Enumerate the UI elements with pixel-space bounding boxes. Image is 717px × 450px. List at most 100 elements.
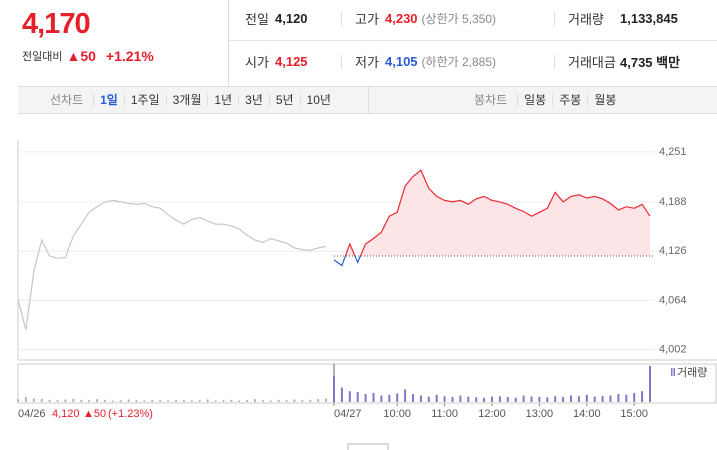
volume-bar	[498, 396, 501, 402]
summary-cell: 거래량 1,133,845	[568, 9, 678, 28]
volume-bar	[443, 396, 446, 402]
volume-bar	[451, 396, 454, 402]
footer-change: ▲50	[83, 408, 106, 420]
volume-bar	[325, 398, 328, 402]
volume-bar	[483, 397, 486, 402]
divider	[554, 12, 555, 26]
volume-bar	[190, 400, 193, 402]
x-tick-label: 11:00	[431, 408, 458, 420]
volume-bar	[64, 399, 67, 402]
volume-bar	[506, 396, 509, 402]
summary-cell: 시가 4,125	[245, 52, 308, 71]
volume-bar	[475, 397, 478, 402]
tab[interactable]: 1주일	[123, 94, 166, 106]
candle-tabs: 봉차트 일봉 주봉 월봉	[468, 87, 622, 113]
summary-note: (상한가 5,350)	[421, 12, 497, 26]
tab-bar: 선차트 1일 1주일 3개월 1년 3년 5년 10년 봉차트 일봉 주봉 월봉	[18, 86, 717, 114]
volume-bar	[48, 399, 51, 402]
x-tick-label: 14:00	[573, 408, 601, 420]
volume-bar	[17, 399, 19, 402]
volume-bar	[419, 395, 422, 402]
summary-cell: 고가 4,230 (상한가 5,350)	[355, 9, 496, 28]
x-tick-label: 13:00	[526, 408, 554, 420]
volume-bar	[562, 396, 565, 402]
summary-value: 4,125	[275, 54, 308, 69]
volume-bar	[222, 400, 225, 402]
summary-label: 거래량	[568, 12, 604, 27]
volume-bar	[593, 396, 596, 402]
volume-icon	[673, 368, 675, 376]
divider	[229, 40, 717, 41]
volume-bar	[459, 395, 462, 402]
y-tick-label: 4,188	[659, 196, 687, 208]
volume-bar	[609, 395, 612, 402]
x-tick-label: 10:00	[383, 408, 411, 420]
tab[interactable]: 1일	[93, 94, 124, 106]
footer-rate: (+1.23%)	[108, 408, 153, 420]
volume-bar	[111, 400, 114, 402]
summary-cell: 거래대금 4,735 백만	[568, 52, 680, 71]
volume-bar	[88, 400, 91, 402]
tab[interactable]: 주봉	[552, 94, 587, 106]
handle	[347, 443, 389, 450]
volume-bar	[530, 396, 533, 402]
volume-bar	[333, 376, 335, 402]
current-price: 4,170	[22, 8, 91, 40]
volume-bar	[24, 396, 27, 402]
tab[interactable]: 10년	[299, 94, 337, 106]
tab[interactable]: 3년	[238, 94, 269, 106]
summary-cell: 저가 4,105 (하한가 2,885)	[355, 52, 496, 71]
y-tick-label: 4,002	[659, 344, 687, 356]
line	[17, 199, 327, 330]
volume-bar	[206, 399, 209, 402]
volume-bar	[514, 397, 517, 402]
volume-bar	[546, 397, 549, 402]
change: ▲50	[66, 48, 96, 64]
volume-bar	[56, 400, 59, 402]
x-tick-label: 04/27	[334, 408, 362, 420]
volume-bar	[159, 400, 162, 402]
volume-bar	[435, 394, 438, 402]
summary-label: 전일	[245, 12, 269, 27]
x-tick-label: 15:00	[620, 408, 648, 420]
volume-bar	[633, 393, 636, 402]
tab[interactable]: 1년	[207, 94, 238, 106]
tab-group-title: 봉차트	[474, 93, 508, 107]
volume-bar	[356, 391, 359, 402]
summary-value: 4,735 백만	[620, 55, 681, 70]
x-tick-label: 12:00	[478, 408, 506, 420]
volume-bar	[317, 399, 320, 402]
volume-bar	[198, 400, 201, 402]
volume-bar	[649, 366, 651, 402]
tab[interactable]: 일봉	[517, 94, 552, 106]
volume-bar	[143, 400, 146, 402]
divider	[341, 12, 342, 26]
volume-bar	[103, 399, 106, 402]
volume-bar	[40, 398, 43, 402]
y-tick-label: 4,126	[659, 245, 687, 257]
change-line: 전일대비 ▲50 +1.21%	[22, 48, 154, 64]
volume-bar	[427, 396, 430, 402]
volume-bar	[491, 396, 493, 402]
divider	[368, 87, 369, 113]
summary-value: 4,105	[385, 54, 418, 69]
divider	[554, 55, 555, 69]
volume-bar	[522, 395, 525, 402]
summary-cell: 전일 4,120	[245, 9, 308, 28]
tab[interactable]: 5년	[268, 94, 300, 106]
tab[interactable]: 3개월	[165, 94, 208, 106]
tab[interactable]: 월봉	[587, 94, 622, 106]
y-tick-label: 4,251	[659, 146, 687, 158]
volume-bar	[585, 394, 588, 402]
y-tick-label: 4,064	[659, 294, 687, 306]
volume-bar	[96, 399, 98, 402]
volume-bar	[364, 394, 367, 402]
volume-bar	[254, 399, 256, 402]
volume-bar	[404, 389, 407, 402]
change-label: 전일대비	[22, 51, 63, 63]
volume-bar	[388, 394, 391, 402]
footer-price: 4,120	[52, 408, 80, 420]
line	[344, 169, 651, 256]
summary: 전일 4,120 고가 4,230 (상한가 5,350) 거래량 1,133,845 시가 4…	[229, 0, 717, 86]
